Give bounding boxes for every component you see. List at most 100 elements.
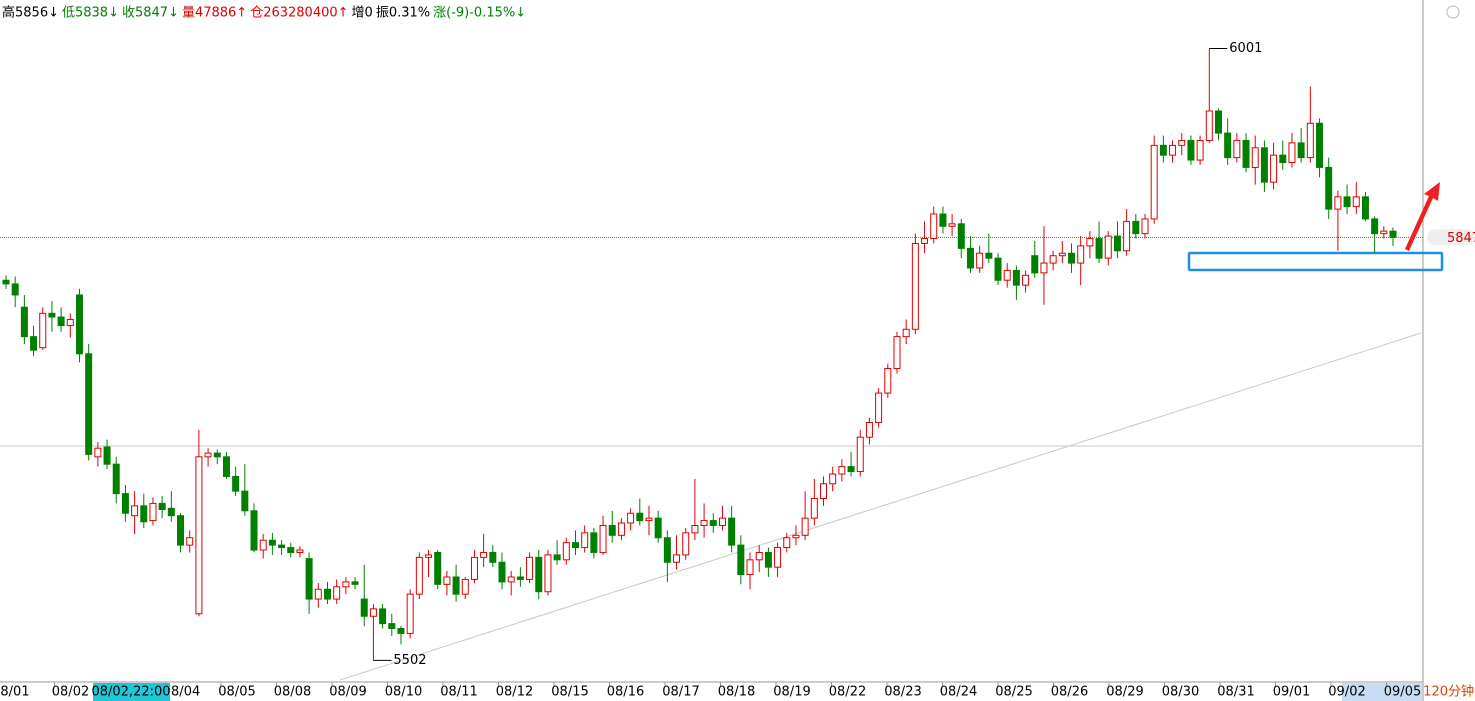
candle-body <box>369 608 377 617</box>
status-item: 仓263280400↑ <box>250 6 348 21</box>
candle-body <box>1022 274 1030 286</box>
date-label: 09/01 <box>1273 685 1310 700</box>
candle-body <box>20 306 28 338</box>
candle-body <box>434 551 442 585</box>
candle-body <box>1205 110 1213 141</box>
date-label: 8/01 <box>0 685 29 700</box>
candle-body <box>957 223 965 249</box>
date-label: 08/22 <box>829 685 866 700</box>
candle-body <box>360 598 368 617</box>
candle-body <box>902 328 910 338</box>
candle-body <box>774 547 782 568</box>
candle-body <box>388 623 396 629</box>
candle-body <box>847 466 855 473</box>
date-label: 08/05 <box>218 685 255 700</box>
date-label: 08/08 <box>274 685 311 700</box>
candle-body <box>865 421 873 438</box>
candle-body <box>599 524 607 553</box>
candle-body <box>30 336 38 351</box>
date-label: 08/18 <box>718 685 755 700</box>
candle-body <box>801 517 809 536</box>
candle-body <box>590 532 598 553</box>
candle-body <box>884 368 892 394</box>
candle-body <box>875 392 883 423</box>
candle-body <box>314 588 322 600</box>
cursor-label-bg <box>93 683 170 701</box>
candle-body <box>489 551 497 563</box>
candle-body <box>939 213 947 227</box>
candle-body <box>103 446 111 465</box>
min-label: 5502 <box>393 653 426 668</box>
candle-body <box>1132 220 1140 235</box>
candle-body <box>75 294 83 355</box>
date-label: 08/29 <box>1106 685 1143 700</box>
candle-body <box>1012 269 1020 286</box>
candle-body <box>121 493 129 514</box>
candle-body <box>1159 144 1167 156</box>
candle-body <box>838 466 846 475</box>
candle-body <box>792 534 800 539</box>
candle-body <box>461 578 469 595</box>
candle-body <box>535 556 543 593</box>
candle-body <box>342 581 350 588</box>
candle-body <box>470 556 478 580</box>
date-label: 08/09 <box>329 685 366 700</box>
candle-body <box>1077 245 1085 264</box>
candle-body <box>820 483 828 500</box>
candle-body <box>1343 196 1351 208</box>
candle-body <box>443 576 451 585</box>
date-label: 08/25 <box>995 685 1032 700</box>
candle-body <box>893 336 901 370</box>
candle-body <box>976 252 984 269</box>
candle-body <box>746 559 754 576</box>
candle-body <box>764 551 772 568</box>
candle-body <box>562 542 570 561</box>
plot: 高5856↓ 低5838↓ 收5847↓ 量47886↑ 仓263280400↑ 增0 振0… <box>0 5 1475 700</box>
date-label: 09/05 <box>1384 685 1421 700</box>
date-label: 08/31 <box>1217 685 1254 700</box>
candle-body <box>1068 252 1076 264</box>
candle-body <box>158 502 166 511</box>
candle-body <box>351 581 359 585</box>
candle-body <box>241 490 249 512</box>
candle-body <box>994 257 1002 281</box>
date-label: 08/10 <box>385 685 422 700</box>
candle-body <box>718 517 726 526</box>
status-item: 收5847↓ <box>122 6 179 21</box>
candle-body <box>305 558 313 600</box>
candle-body <box>1113 235 1121 252</box>
candle-body <box>948 223 956 227</box>
candle-body <box>1141 218 1149 235</box>
candle-body <box>755 551 763 561</box>
candle-body <box>186 537 194 546</box>
date-label: 08/16 <box>607 685 644 700</box>
candle-body <box>856 436 864 473</box>
candle-body <box>1169 144 1177 156</box>
candle-body <box>1040 262 1048 274</box>
candle-body <box>654 517 662 539</box>
candle-body <box>250 510 258 551</box>
status-item: 振0.31% <box>376 6 430 21</box>
candle-body <box>1270 154 1278 183</box>
candle-body <box>480 551 488 558</box>
date-label: 08/02 <box>52 685 89 700</box>
settings-circle[interactable] <box>1446 5 1460 19</box>
candle-body <box>526 556 534 580</box>
candle-body <box>425 554 433 558</box>
candle-body <box>1095 238 1103 259</box>
candle-body <box>1058 252 1066 257</box>
candle-body <box>268 539 276 546</box>
status-item: 低5838↓ <box>62 6 119 21</box>
candle-body <box>397 627 405 634</box>
candle-body <box>544 554 552 593</box>
candle-body <box>498 561 506 583</box>
candle-body <box>1352 196 1360 208</box>
candle-body <box>112 463 120 495</box>
candle-body <box>663 537 671 563</box>
candle-body <box>673 554 681 563</box>
candle-body <box>829 473 837 485</box>
candle-body <box>553 554 561 561</box>
candle-body <box>1123 220 1131 252</box>
candle-body <box>930 213 938 240</box>
